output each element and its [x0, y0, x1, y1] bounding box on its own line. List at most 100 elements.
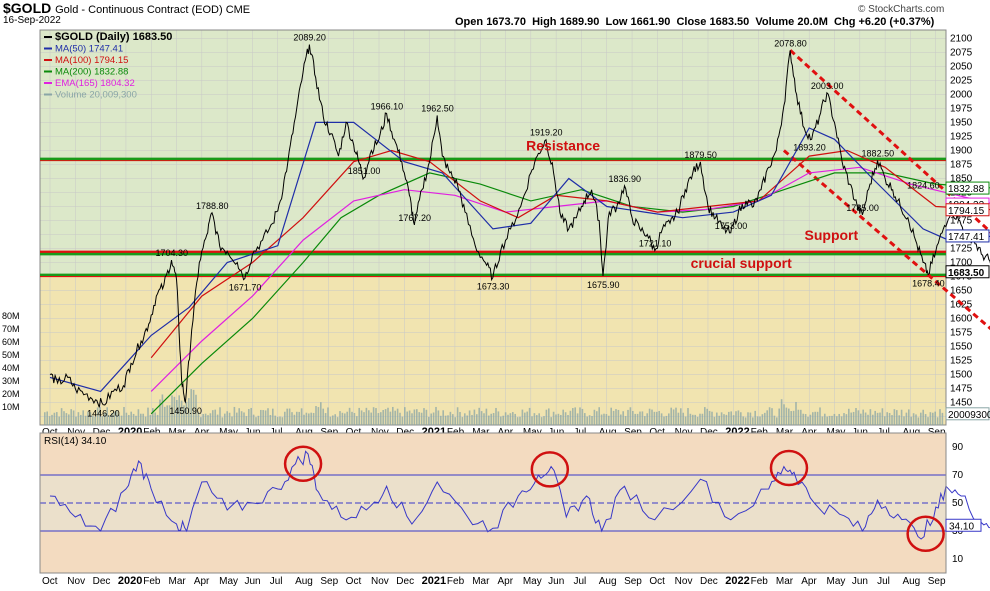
volume-bar	[72, 410, 75, 425]
legend-entry: $GOLD (Daily) 1683.50	[55, 31, 172, 43]
volume-bar	[322, 408, 324, 425]
volume-bar	[708, 410, 711, 425]
volume-bar	[195, 394, 197, 425]
volume-tick-label: 40M	[2, 363, 20, 373]
volume-bar	[360, 410, 363, 425]
right-value-box	[945, 203, 990, 217]
volume-bar	[876, 412, 879, 425]
rsi-tick-label: 90	[952, 442, 964, 453]
volume-bar	[735, 411, 737, 425]
price-tick-label: 1950	[950, 117, 973, 128]
volume-bar	[867, 414, 869, 425]
volume-bar	[336, 417, 339, 425]
volume-bar	[893, 409, 896, 425]
volume-bar	[665, 415, 668, 425]
volume-bar	[716, 412, 718, 425]
volume-tick-label: 20M	[2, 389, 20, 399]
volume-bar	[576, 413, 579, 425]
annotation-label: crucial support	[691, 255, 792, 271]
rsi-month-tick-label: Apr	[194, 576, 210, 587]
volume-bar	[468, 410, 471, 425]
volume-bar	[243, 412, 245, 425]
volume-bar	[545, 409, 548, 425]
volume-bar	[168, 405, 171, 425]
volume-bar	[843, 413, 845, 425]
volume-bar	[401, 416, 404, 425]
volume-bar	[492, 413, 495, 425]
volume-bar	[663, 416, 665, 425]
rsi-tick-label: 70	[952, 470, 964, 481]
volume-bar	[358, 407, 360, 425]
volume-bar	[814, 411, 816, 425]
price-point-label: 1836.90	[608, 174, 641, 184]
volume-bar	[423, 408, 425, 425]
volume-tick-label: 80M	[2, 311, 20, 321]
price-tick-label: 1650	[950, 286, 973, 297]
volume-bar	[464, 413, 466, 425]
volume-bar	[593, 409, 596, 425]
volume-bar	[884, 416, 886, 425]
volume-bar	[768, 407, 771, 425]
price-tick-label: 1475	[950, 384, 973, 395]
volume-bar	[176, 399, 178, 425]
rsi-month-tick-label: Sep	[928, 576, 946, 587]
volume-bar	[900, 409, 903, 425]
volume-bar	[819, 407, 821, 425]
annotation-label: Support	[805, 227, 859, 243]
volume-bar	[339, 411, 341, 425]
volume-bar	[639, 411, 641, 425]
volume-bar	[298, 411, 300, 425]
volume-bar	[857, 410, 860, 425]
volume-bar	[780, 399, 783, 425]
rsi-month-tick-label: Jul	[270, 576, 283, 587]
rsi-month-tick-label: Sep	[320, 576, 338, 587]
volume-bar	[802, 413, 804, 425]
price-point-label: 1671.70	[229, 282, 262, 292]
volume-bar	[500, 416, 502, 425]
volume-bar	[668, 413, 670, 425]
volume-bar	[447, 415, 449, 425]
high-label: High	[532, 16, 557, 28]
volume-bar	[648, 408, 651, 425]
volume-bar	[240, 411, 243, 425]
volume-bar	[826, 416, 828, 425]
volume-bar	[672, 409, 675, 425]
volume-bar	[329, 416, 332, 425]
volume-bar	[828, 415, 831, 425]
volume-bar	[365, 407, 368, 425]
volume-bar	[864, 412, 867, 425]
chart-date: 16-Sep-2022	[3, 15, 61, 26]
price-point-label: 1675.90	[587, 280, 620, 290]
right-value-box	[945, 265, 990, 279]
volume-bar	[747, 412, 749, 425]
volume-bar	[425, 409, 428, 425]
rsi-month-tick-label: May	[219, 576, 238, 587]
rsi-month-tick-label: Feb	[447, 576, 465, 587]
volume-bar	[737, 410, 740, 425]
volume-bar	[404, 407, 406, 425]
price-point-label: 1446.20	[87, 409, 120, 419]
volume-bar	[732, 415, 735, 425]
volume-bar	[111, 412, 113, 425]
volume-bar	[46, 411, 48, 425]
volume-bar	[675, 407, 677, 425]
volume-bar	[459, 411, 461, 425]
volume-bar	[756, 416, 759, 425]
volume-bar	[276, 417, 279, 425]
price-point-label: 1851.00	[348, 166, 381, 176]
rsi-month-tick-label: Dec	[93, 576, 111, 587]
volume-bar	[903, 416, 905, 425]
high-value: 1689.90	[559, 16, 600, 28]
volume-bar	[821, 416, 824, 425]
price-tick-label: 1900	[950, 145, 973, 156]
legend-entry: MA(200) 1832.88	[55, 67, 128, 78]
volume-bar	[188, 398, 190, 425]
volume-bar	[483, 413, 485, 425]
volume-bar	[653, 411, 656, 425]
volume-bar	[471, 414, 473, 425]
volume-bar	[135, 415, 137, 425]
volume-bar	[406, 411, 408, 425]
volume-bar	[524, 412, 526, 425]
volume-bar	[154, 412, 156, 425]
volume-bar	[332, 415, 334, 425]
